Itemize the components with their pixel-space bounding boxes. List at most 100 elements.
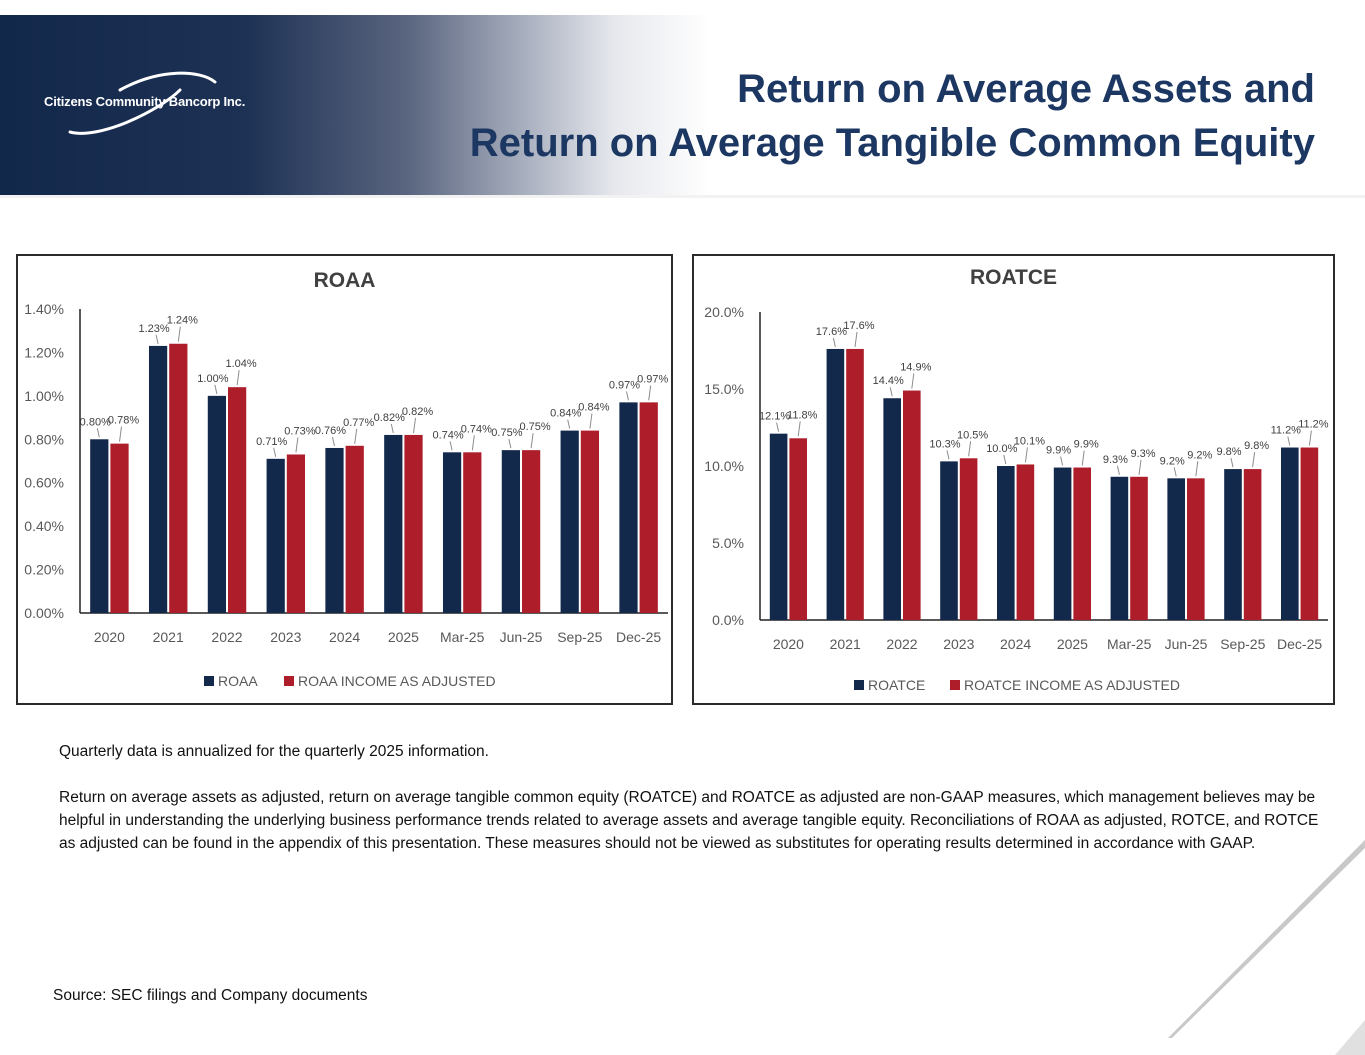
data-label-leader bbox=[911, 373, 915, 389]
data-label: 9.8% bbox=[1216, 446, 1241, 458]
data-label-leader bbox=[508, 439, 512, 449]
data-label: 1.23% bbox=[138, 323, 169, 335]
legend-label: ROATCE bbox=[868, 677, 925, 693]
legend-swatch bbox=[854, 680, 864, 690]
data-label-leader bbox=[295, 437, 299, 453]
data-label: 14.4% bbox=[873, 375, 904, 387]
data-label: 0.80% bbox=[80, 416, 111, 428]
data-label-leader bbox=[567, 419, 571, 429]
y-tick-label: 0.00% bbox=[24, 605, 64, 621]
bar-adjusted bbox=[789, 438, 808, 620]
data-label-leader bbox=[589, 413, 593, 429]
y-tick-label: 0.60% bbox=[24, 475, 64, 491]
data-label-leader bbox=[413, 417, 417, 434]
x-tick-label: 2020 bbox=[94, 629, 125, 645]
data-label-leader bbox=[236, 370, 240, 386]
data-label-leader bbox=[797, 421, 801, 437]
y-tick-label: 1.00% bbox=[24, 388, 64, 404]
y-tick-label: 0.20% bbox=[24, 562, 64, 578]
x-tick-label: Dec-25 bbox=[616, 629, 661, 645]
bar-primary bbox=[826, 348, 845, 620]
roaa-chart: ROAA 0.00% 0.20% 0.40% 0.60% 0.80% 1.00% 1.20% 1… bbox=[16, 254, 673, 705]
y-tick-label: 15.0% bbox=[704, 381, 744, 397]
bar-adjusted bbox=[639, 402, 658, 613]
x-tick-label: 2020 bbox=[773, 636, 804, 652]
roatce-title: ROATCE bbox=[970, 266, 1057, 289]
bar-adjusted bbox=[522, 450, 541, 613]
data-label: 12.1% bbox=[759, 411, 790, 423]
x-tick-label: Sep-25 bbox=[1220, 636, 1265, 652]
data-label: 0.75% bbox=[491, 427, 522, 439]
data-label: 14.9% bbox=[900, 362, 931, 374]
x-tick-label: 2023 bbox=[943, 636, 974, 652]
bar-primary bbox=[996, 466, 1015, 620]
data-label-leader bbox=[889, 387, 893, 397]
data-label: 1.00% bbox=[197, 373, 228, 385]
data-label-leader bbox=[1308, 430, 1312, 446]
bar-adjusted bbox=[1187, 478, 1205, 620]
legend-label: ROATCE INCOME AS ADJUSTED bbox=[964, 677, 1180, 693]
page-title: Return on Average Assets and Return on A… bbox=[470, 62, 1315, 170]
data-label-leader bbox=[776, 422, 780, 432]
legend-label: ROAA INCOME AS ADJUSTED bbox=[298, 673, 496, 689]
y-tick-label: 20.0% bbox=[704, 304, 744, 320]
data-label: 0.74% bbox=[461, 423, 492, 435]
legend-label: ROAA bbox=[218, 673, 258, 689]
bar-adjusted bbox=[345, 445, 364, 613]
data-label-leader bbox=[119, 426, 123, 442]
data-label: 17.6% bbox=[816, 326, 847, 338]
x-tick-label: 2025 bbox=[1057, 636, 1088, 652]
data-label: 10.3% bbox=[929, 438, 960, 450]
data-label-leader bbox=[625, 391, 629, 401]
x-tick-label: Mar-25 bbox=[1107, 636, 1152, 652]
data-label: 9.2% bbox=[1160, 455, 1185, 467]
data-label-leader bbox=[1116, 465, 1120, 475]
x-tick-label: 2024 bbox=[1000, 636, 1031, 652]
data-label-leader bbox=[968, 441, 972, 457]
data-label-leader bbox=[177, 326, 181, 342]
bar-primary bbox=[883, 398, 901, 620]
legend-swatch bbox=[204, 676, 214, 686]
bar-adjusted bbox=[903, 390, 921, 620]
data-label-leader bbox=[648, 385, 652, 401]
data-label-leader bbox=[1252, 452, 1256, 468]
bar-adjusted bbox=[1130, 476, 1148, 620]
bar-primary bbox=[148, 345, 168, 613]
bar-adjusted bbox=[286, 454, 306, 613]
y-tick-label: 10.0% bbox=[704, 458, 744, 474]
x-tick-label: Jun-25 bbox=[1165, 636, 1208, 652]
data-label: 9.9% bbox=[1074, 439, 1099, 451]
data-label: 0.77% bbox=[343, 417, 374, 429]
data-label-leader bbox=[1230, 457, 1234, 468]
data-label: 0.75% bbox=[520, 421, 551, 433]
corner-decoration-icon bbox=[1168, 840, 1365, 1055]
data-label-leader bbox=[449, 441, 453, 451]
x-tick-label: 2023 bbox=[270, 629, 301, 645]
bar-primary bbox=[1167, 478, 1185, 620]
x-tick-label: 2021 bbox=[153, 629, 184, 645]
bar-adjusted bbox=[169, 343, 188, 613]
bar-primary bbox=[266, 458, 285, 613]
data-label: 11.2% bbox=[1298, 419, 1329, 431]
data-label: 1.24% bbox=[167, 315, 198, 327]
data-label: 0.73% bbox=[284, 425, 315, 437]
header-divider bbox=[0, 195, 1365, 198]
data-label: 10.5% bbox=[957, 429, 988, 441]
data-label-leader bbox=[354, 428, 358, 444]
data-label-leader bbox=[1195, 461, 1199, 477]
roaa-chart-svg: ROAA 0.00% 0.20% 0.40% 0.60% 0.80% 1.00% 1.20% 1… bbox=[24, 269, 668, 689]
bar-adjusted bbox=[1016, 464, 1035, 620]
roaa-title: ROAA bbox=[314, 269, 376, 292]
data-label: 9.2% bbox=[1187, 449, 1212, 461]
y-tick-label: 0.40% bbox=[24, 518, 64, 534]
bar-adjusted bbox=[1300, 447, 1319, 620]
x-tick-label: Jun-25 bbox=[500, 629, 543, 645]
bar-primary bbox=[940, 461, 958, 620]
x-tick-label: Dec-25 bbox=[1277, 636, 1322, 652]
data-label-leader bbox=[1287, 436, 1291, 446]
bar-adjusted bbox=[463, 452, 482, 613]
bar-primary bbox=[90, 439, 109, 613]
data-label-leader bbox=[530, 433, 534, 449]
data-label: 17.6% bbox=[843, 320, 874, 332]
data-label: 0.97% bbox=[609, 379, 640, 391]
